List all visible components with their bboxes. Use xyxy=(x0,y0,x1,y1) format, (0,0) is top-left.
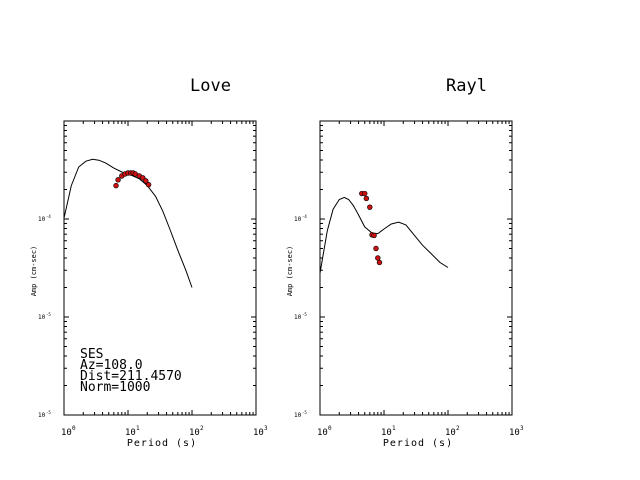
x-tick-label: 10 xyxy=(381,428,392,438)
observed-point xyxy=(376,259,383,266)
x-tick-label-exponent: 3 xyxy=(264,425,268,432)
y-axis-label: Amp (cm-sec) xyxy=(30,246,38,297)
x-tick-label: 10 xyxy=(125,428,136,438)
y-tick-label: 10 xyxy=(294,412,302,419)
observed-point xyxy=(367,204,373,210)
station-info-line: Dist=211.4570 xyxy=(80,369,182,384)
y-tick-label-exponent: -4 xyxy=(302,214,307,219)
panel-title: Rayl xyxy=(446,76,487,96)
x-tick-label-exponent: 2 xyxy=(200,425,204,432)
station-info-line: SES xyxy=(80,347,103,362)
x-axis-label: Period (s) xyxy=(127,438,197,449)
y-tick-label-exponent: -5 xyxy=(46,312,51,317)
x-tick-label: 10 xyxy=(189,428,200,438)
y-tick-label: 10 xyxy=(38,216,46,223)
panel-title: Love xyxy=(190,76,231,96)
x-tick-label-exponent: 1 xyxy=(392,425,396,432)
theoretical-curve xyxy=(63,158,193,288)
theoretical-curve xyxy=(319,196,449,274)
plot-frame xyxy=(319,120,513,416)
x-tick-label-exponent: 0 xyxy=(72,425,76,432)
y-tick-label: 10 xyxy=(294,216,302,223)
observed-point xyxy=(363,195,370,202)
observed-point xyxy=(371,232,377,239)
y-tick-label: 10 xyxy=(38,412,46,419)
x-tick-label: 10 xyxy=(253,428,264,438)
observed-point xyxy=(113,182,119,189)
y-tick-label: 10 xyxy=(38,314,46,321)
station-info-line: Az=108.0 xyxy=(80,358,143,373)
x-tick-label: 10 xyxy=(509,428,520,438)
x-axis-label: Period (s) xyxy=(383,438,453,449)
observed-point xyxy=(145,181,152,188)
observed-point xyxy=(115,177,121,183)
y-tick-label-exponent: -5 xyxy=(302,312,307,317)
plot-frame xyxy=(63,120,257,416)
x-tick-label-exponent: 2 xyxy=(456,425,460,432)
observed-point xyxy=(362,190,368,197)
x-tick-label: 10 xyxy=(445,428,456,438)
y-tick-label-exponent: -5 xyxy=(46,410,51,415)
x-tick-label: 10 xyxy=(317,428,328,438)
x-tick-label: 10 xyxy=(61,428,72,438)
y-tick-label-exponent: -4 xyxy=(46,214,51,219)
x-tick-label-exponent: 0 xyxy=(328,425,332,432)
station-info-line: Norm=1000 xyxy=(80,380,150,395)
y-tick-label-exponent: -5 xyxy=(302,410,307,415)
observed-point xyxy=(373,245,379,252)
x-tick-label-exponent: 1 xyxy=(136,425,140,432)
x-tick-label-exponent: 3 xyxy=(520,425,524,432)
observed-point xyxy=(375,255,381,261)
y-axis-label: Amp (cm-sec) xyxy=(286,246,294,297)
observed-point xyxy=(143,178,149,184)
y-tick-label: 10 xyxy=(294,314,302,321)
